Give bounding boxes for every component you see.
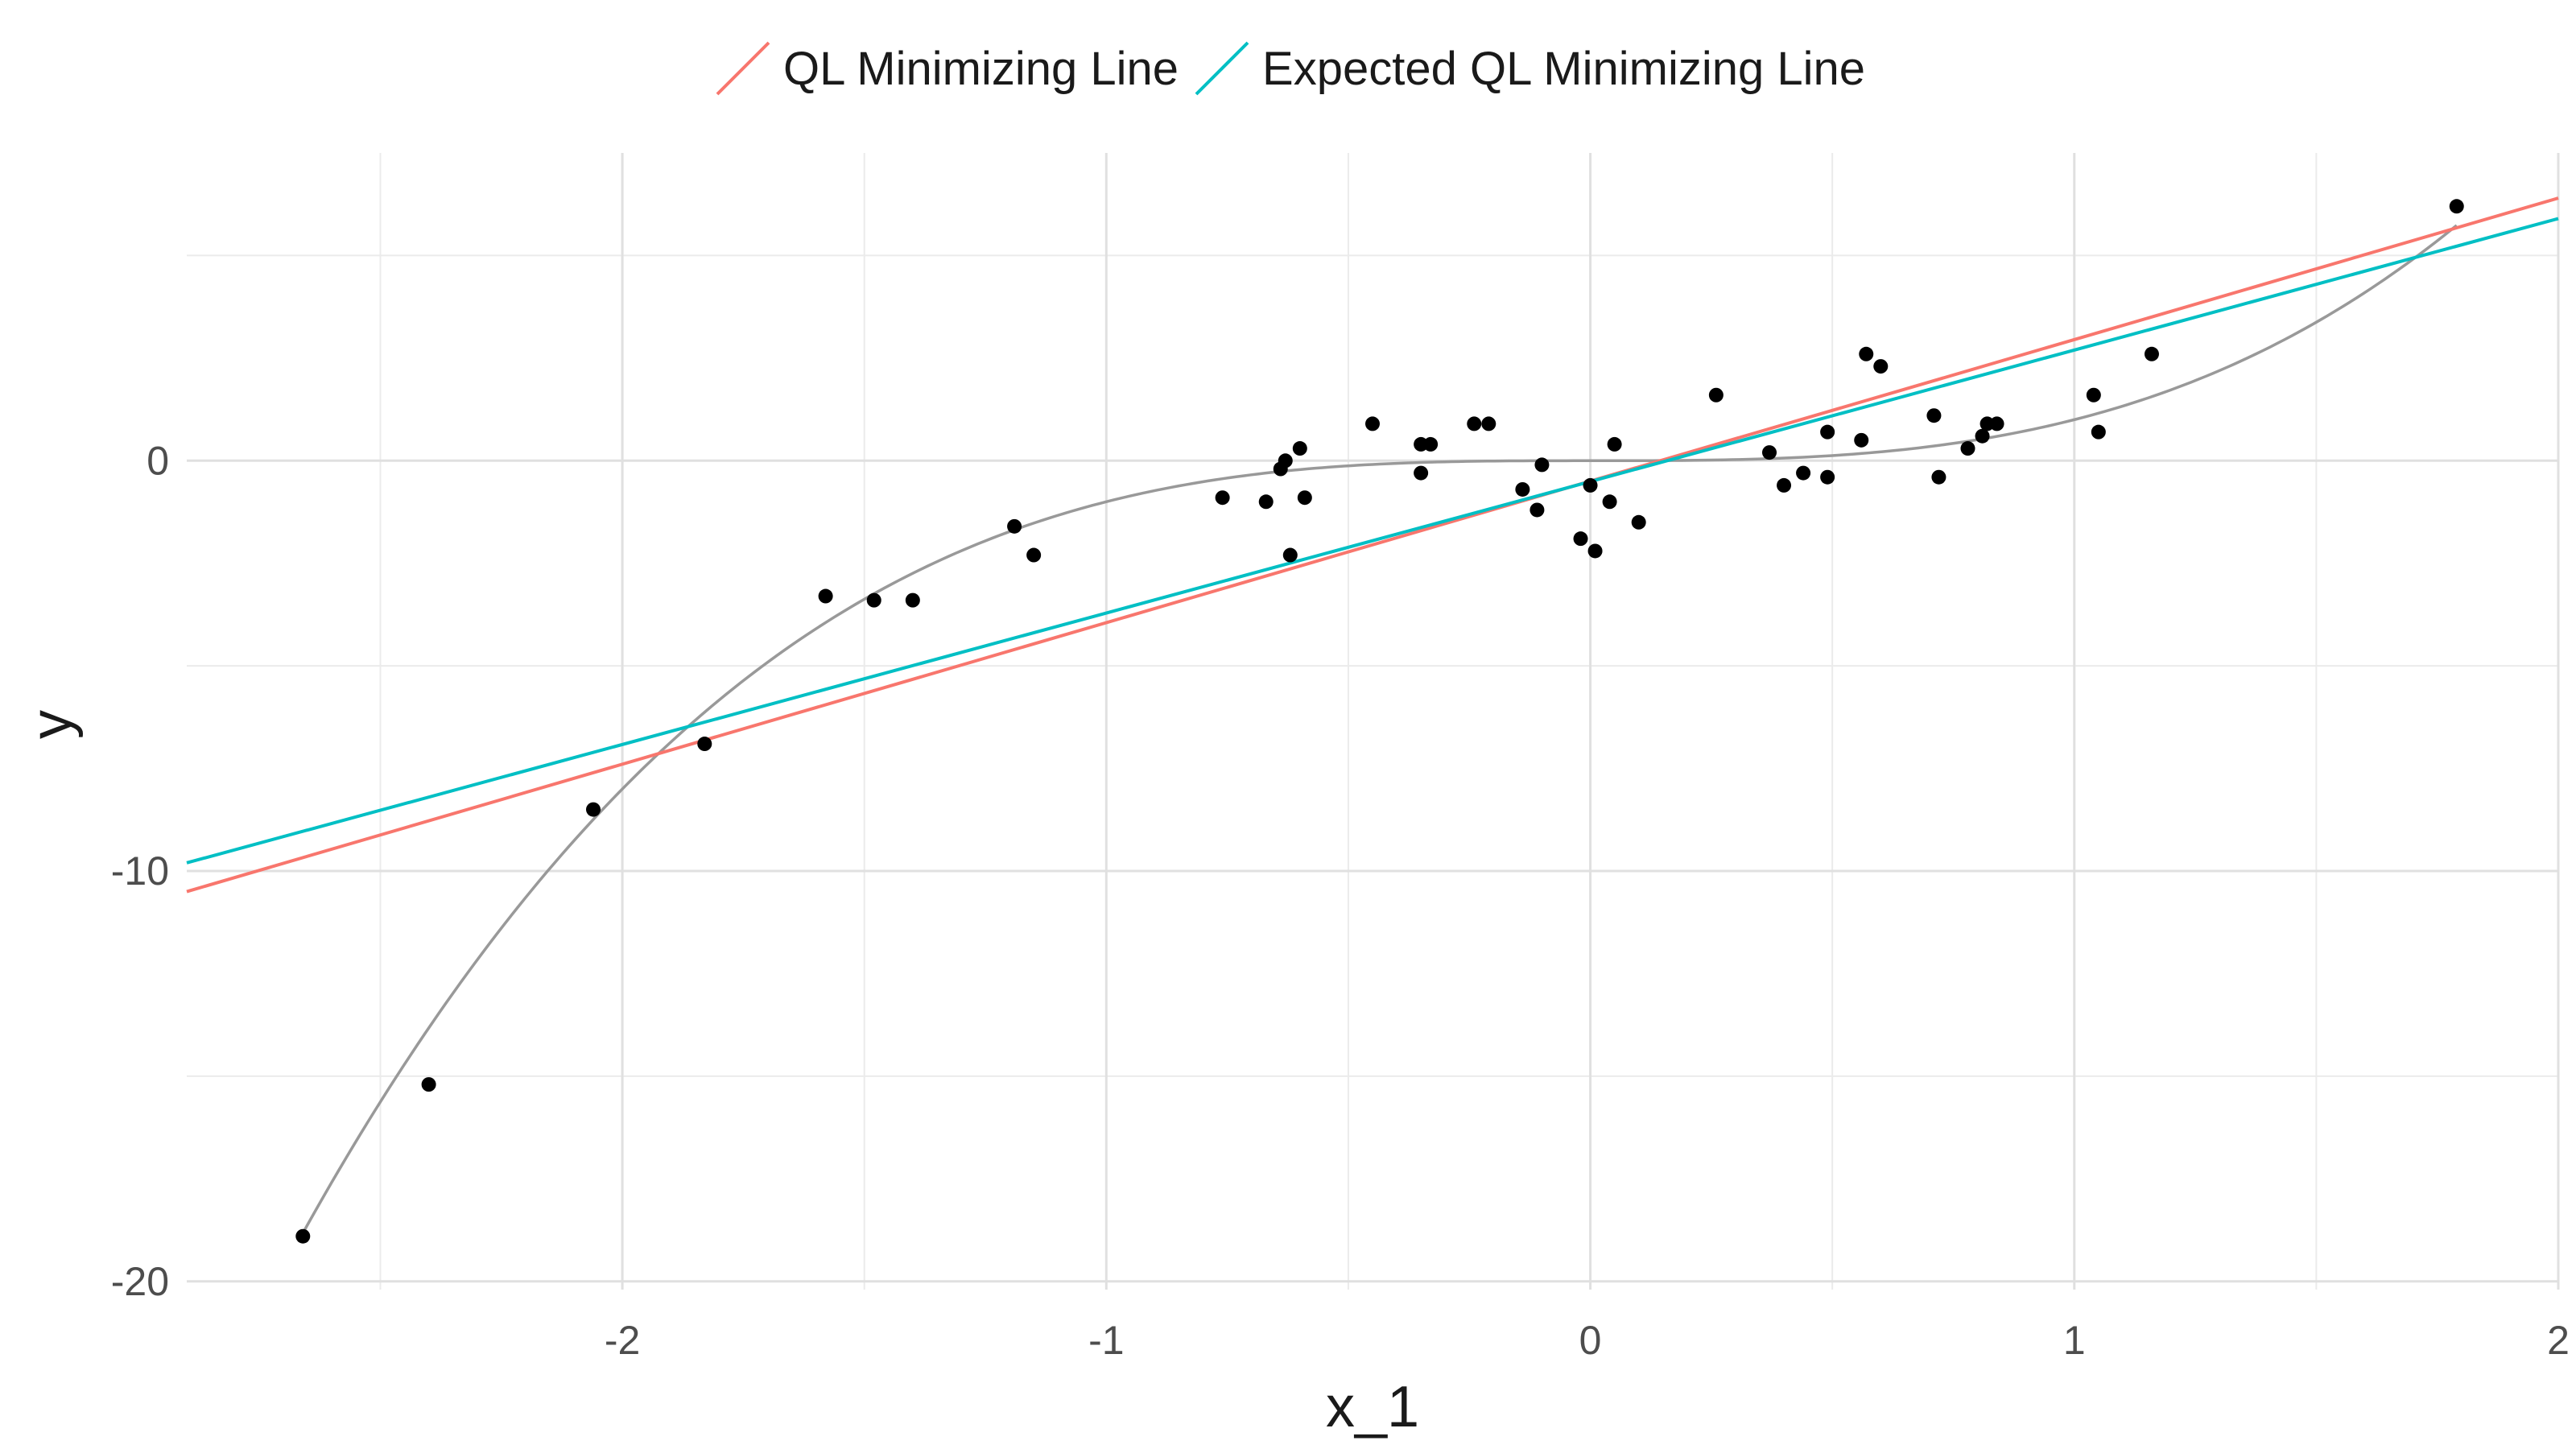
data-point-23 (1530, 502, 1545, 518)
legend-label-expected-ql: Expected QL Minimizing Line (1262, 42, 1866, 95)
x-tick-label-0: -2 (605, 1318, 640, 1363)
x-tick-label-3: 1 (2063, 1318, 2086, 1363)
data-point-25 (1573, 531, 1588, 547)
data-points-layer (295, 199, 2464, 1244)
data-point-9 (1215, 490, 1230, 506)
y-tick-label-2: 0 (147, 438, 169, 483)
data-point-27 (1587, 543, 1603, 559)
legend-item-expected-ql: Expected QL Minimizing Line (1190, 36, 1865, 101)
series-lines-layer (186, 196, 2559, 894)
data-point-16 (1365, 416, 1380, 431)
x-tick-label-2: 0 (1579, 1318, 1602, 1363)
major-gridlines (187, 153, 2560, 1290)
legend: QL Minimizing Line Expected QL Minimizin… (0, 32, 2576, 105)
data-point-37 (1854, 432, 1869, 448)
minor-gridlines (187, 153, 2558, 1290)
ql-minimizing-line (186, 196, 2559, 894)
data-point-20 (1467, 416, 1482, 431)
x-tick-label-1: -1 (1088, 1318, 1124, 1363)
y-tick-label-0: -20 (111, 1259, 169, 1304)
data-point-7 (1007, 518, 1022, 534)
legend-key-ql (716, 41, 770, 96)
data-point-28 (1602, 494, 1617, 510)
data-point-6 (905, 592, 920, 608)
data-point-15 (1297, 490, 1312, 506)
data-point-12 (1278, 453, 1293, 469)
data-point-45 (1989, 416, 2004, 431)
data-point-32 (1762, 445, 1777, 460)
legend-key-expected-ql (1195, 41, 1249, 96)
x-tick-label-4: 2 (2547, 1318, 2570, 1363)
data-point-0 (295, 1228, 311, 1244)
data-point-10 (1258, 494, 1274, 510)
y-tick-label-1: -10 (111, 848, 169, 894)
data-point-13 (1282, 547, 1298, 563)
data-point-19 (1423, 436, 1439, 452)
data-point-22 (1515, 481, 1530, 497)
data-point-30 (1631, 514, 1646, 530)
data-point-18 (1414, 465, 1429, 481)
data-point-49 (2449, 199, 2464, 214)
x-axis-title: x_1 (1326, 1375, 1419, 1439)
legend-item-ql: QL Minimizing Line (711, 36, 1179, 101)
cubic-curve-layer (301, 224, 2458, 1234)
data-point-24 (1534, 457, 1550, 473)
data-point-2 (586, 802, 601, 817)
data-point-26 (1583, 477, 1598, 493)
cubic-curve (301, 224, 2458, 1234)
data-point-39 (1873, 359, 1889, 374)
y-axis-title: y (19, 710, 84, 739)
data-point-35 (1820, 469, 1835, 485)
data-point-41 (1931, 469, 1946, 485)
data-point-40 (1926, 408, 1942, 423)
data-point-42 (1960, 441, 1975, 456)
data-point-43 (1975, 428, 1990, 444)
expected-ql-minimizing-line (186, 217, 2559, 865)
legend-label-ql: QL Minimizing Line (782, 42, 1179, 95)
data-point-3 (697, 737, 712, 752)
data-point-14 (1292, 441, 1307, 456)
data-point-4 (818, 588, 833, 604)
data-point-46 (2086, 387, 2101, 402)
data-point-31 (1708, 387, 1724, 402)
data-point-34 (1796, 465, 1811, 481)
data-point-5 (866, 592, 881, 608)
data-point-29 (1607, 436, 1622, 452)
x-axis-tick-labels: -2 -1 0 1 2 (605, 1318, 2570, 1363)
data-point-48 (2144, 346, 2159, 361)
y-axis-tick-labels: -20 -10 0 (111, 438, 169, 1303)
data-point-36 (1820, 424, 1835, 440)
data-point-21 (1481, 416, 1496, 431)
data-point-47 (2091, 424, 2106, 440)
data-point-1 (421, 1077, 436, 1092)
data-point-33 (1777, 477, 1792, 493)
data-point-38 (1859, 346, 1874, 361)
data-point-8 (1026, 547, 1042, 563)
